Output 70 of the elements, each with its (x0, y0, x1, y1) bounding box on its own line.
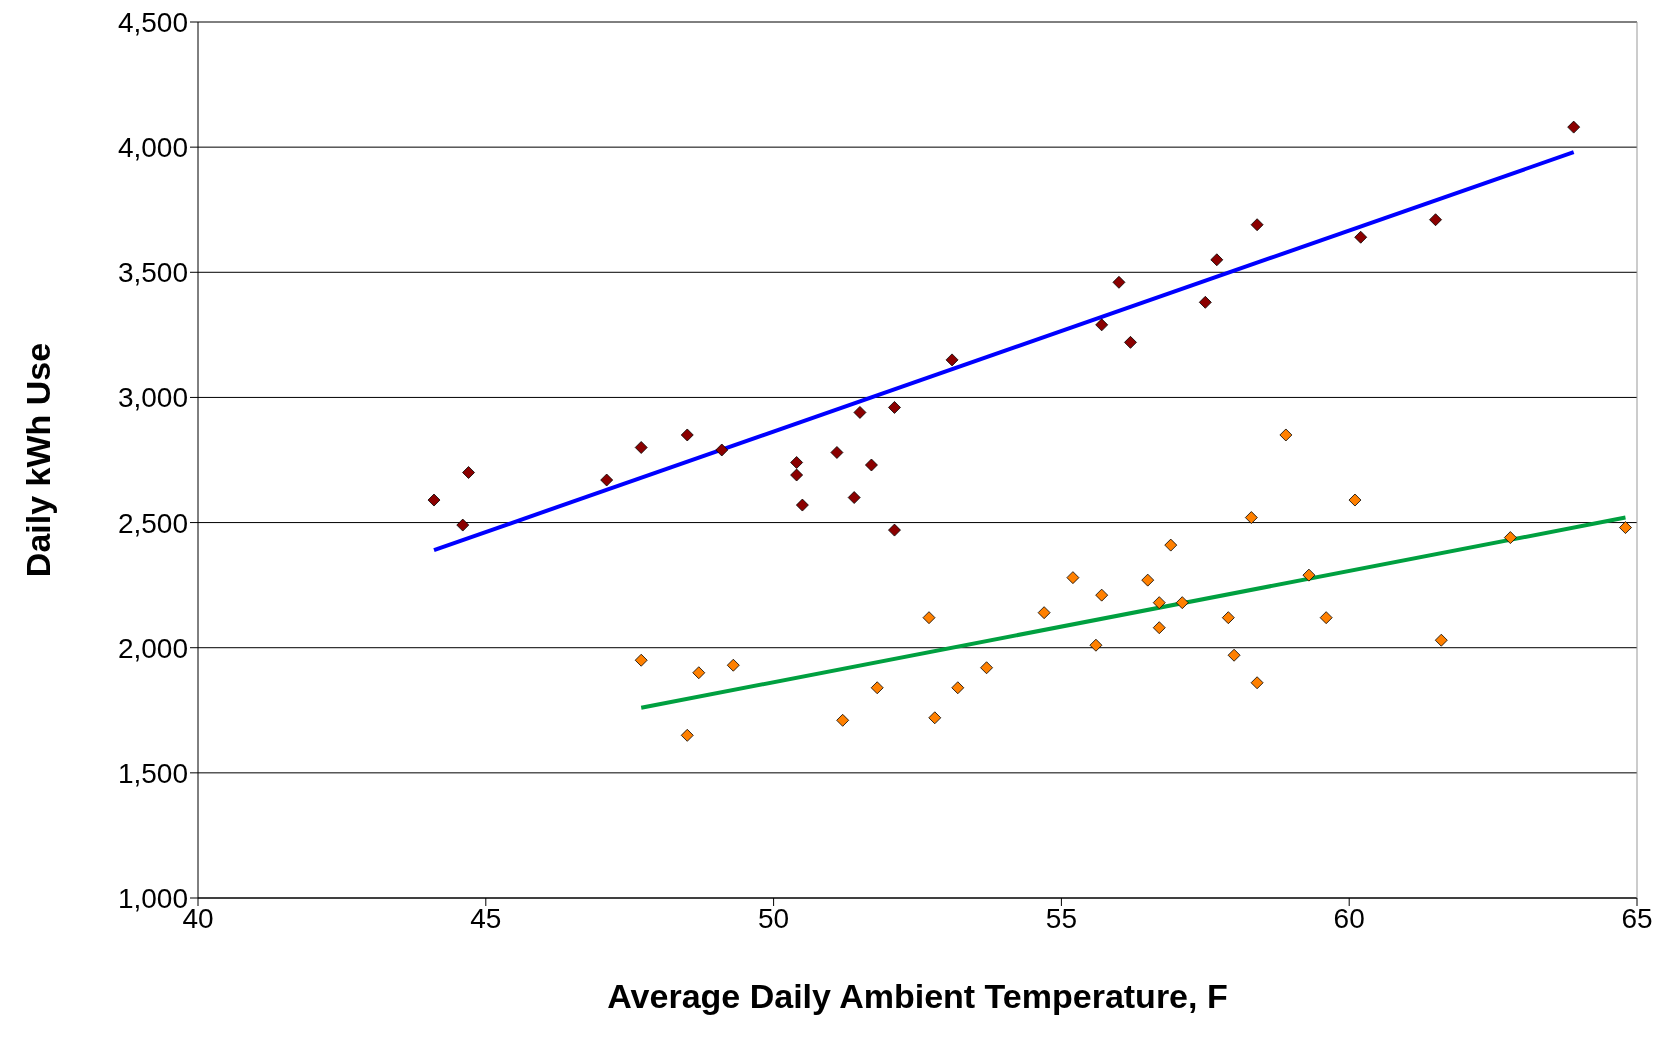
point (945, 353, 959, 367)
point (1434, 633, 1448, 647)
point (790, 456, 804, 469)
point (980, 661, 993, 675)
y-axis-title: Daily kWh Use (19, 342, 58, 578)
point (865, 458, 878, 472)
point (1037, 606, 1051, 620)
y-tick-label: 2,500 (117, 507, 188, 539)
point (600, 473, 614, 487)
point (951, 681, 965, 695)
point (1319, 611, 1333, 625)
y-tick-label: 4,000 (117, 132, 188, 164)
point (1250, 676, 1264, 690)
point (1302, 568, 1316, 582)
point (680, 428, 694, 442)
point (1619, 521, 1632, 534)
point (888, 523, 901, 537)
point (922, 611, 936, 625)
x-axis-title: Average Daily Ambient Temperature, F (607, 977, 1228, 1015)
point (870, 681, 884, 695)
point (1279, 428, 1293, 442)
point (1354, 230, 1368, 244)
point (1429, 213, 1442, 227)
y-tick-label: 3,500 (117, 257, 188, 289)
point (1152, 596, 1166, 610)
point (1348, 493, 1362, 507)
y-tick-label: 1,500 (117, 757, 188, 789)
point (1089, 638, 1103, 652)
x-tick-label: 55 (1045, 902, 1077, 934)
point (1112, 275, 1126, 289)
y-tick-label: 2,000 (117, 632, 188, 664)
point (1227, 648, 1241, 662)
point (427, 493, 441, 507)
point (462, 466, 475, 479)
point (726, 658, 740, 672)
point (928, 711, 942, 725)
point (836, 713, 850, 727)
point (1124, 335, 1137, 349)
point (1095, 318, 1109, 332)
point (715, 443, 729, 457)
point (1152, 621, 1166, 635)
point (790, 468, 804, 482)
point (1141, 573, 1155, 587)
x-tick-label: 45 (470, 902, 502, 934)
point (1244, 511, 1258, 524)
point (1567, 120, 1581, 134)
point (680, 728, 694, 742)
point (1221, 611, 1235, 625)
point (1503, 531, 1517, 544)
point (847, 491, 861, 504)
point (1210, 253, 1224, 267)
point (1175, 596, 1189, 610)
point (1164, 538, 1178, 552)
point (1066, 571, 1080, 585)
point (692, 666, 706, 680)
point (795, 498, 809, 512)
point (853, 406, 867, 419)
x-tick-label: 60 (1333, 902, 1365, 934)
y-tick-label: 3,000 (117, 382, 188, 414)
point (456, 518, 470, 532)
point (830, 446, 844, 459)
point (1250, 218, 1264, 232)
x-tick-label: 65 (1621, 902, 1653, 934)
point (634, 441, 648, 454)
point (634, 653, 648, 667)
x-tick-label: 50 (758, 902, 790, 934)
point (1198, 295, 1212, 309)
point (888, 401, 901, 414)
y-tick-label: 4,500 (117, 6, 188, 38)
point (1095, 588, 1109, 602)
